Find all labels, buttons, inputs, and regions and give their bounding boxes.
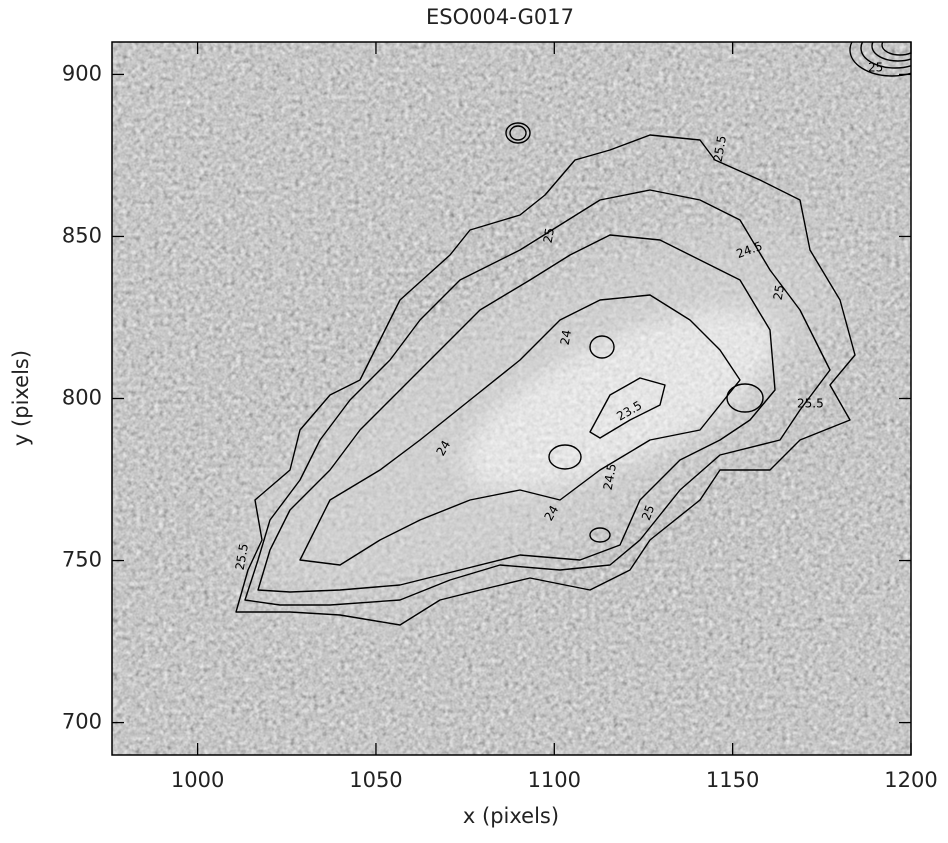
contour-label: 25.5: [711, 134, 729, 163]
contour: [244, 189, 831, 606]
y-tick-label: 900: [62, 61, 102, 85]
y-tick-label: 850: [62, 223, 102, 247]
x-tick-label: 1050: [349, 768, 402, 792]
contour: [589, 527, 611, 543]
contours: [235, 42, 911, 626]
contour-label: 25: [639, 503, 657, 522]
x-tick-label: 1200: [884, 768, 937, 792]
contour-label: 24.5: [601, 462, 619, 491]
contour: [881, 42, 911, 56]
contour-label: 25: [541, 227, 557, 244]
contour: [548, 444, 582, 470]
x-tick-label: 1150: [706, 768, 759, 792]
contour: [849, 42, 911, 77]
contour: [509, 125, 527, 141]
x-tick-label: 1100: [528, 768, 581, 792]
contour: [235, 134, 856, 626]
contour: [589, 335, 615, 359]
y-tick-label: 800: [62, 386, 102, 410]
y-axis-label: y (pixels): [9, 350, 33, 446]
contour: [589, 377, 666, 439]
chart-title: ESO004-G017: [426, 5, 574, 29]
contour-label: 25: [868, 61, 883, 75]
contour: [257, 234, 776, 593]
contour-label: 25: [771, 284, 787, 301]
contour: [726, 383, 764, 413]
galaxy-light: [243, 232, 837, 608]
contour-label: 24: [434, 438, 454, 458]
contour: [505, 122, 531, 144]
contour-label: 24: [542, 503, 562, 523]
contour: [871, 42, 911, 62]
x-tick-label: 1000: [171, 768, 224, 792]
image: 23.5 24 24 24 24.5 24.5 25 25 25 25 25.5…: [112, 42, 911, 755]
contour: [299, 294, 741, 566]
contour-label: 24: [558, 329, 574, 346]
contour-label: 25.5: [233, 542, 251, 571]
contour: [860, 42, 911, 69]
x-axis-label: x (pixels): [463, 804, 559, 828]
contour-label: 25.5: [797, 397, 824, 411]
y-tick-label: 750: [62, 548, 102, 572]
y-tick-label: 700: [62, 710, 102, 734]
